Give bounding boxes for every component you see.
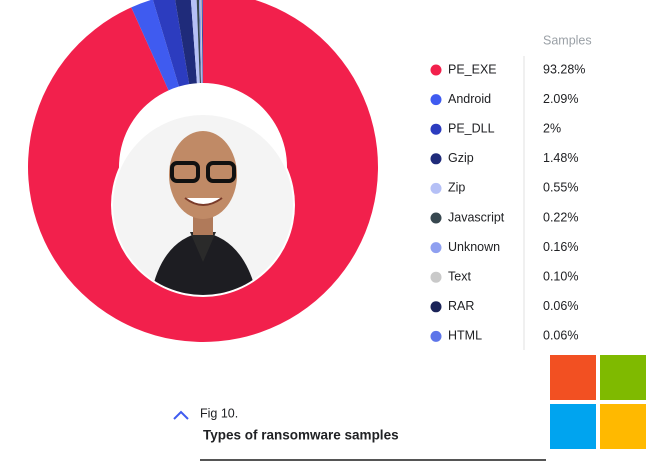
legend-label: Gzip	[448, 151, 474, 165]
legend-swatch	[430, 64, 442, 76]
legend-swatch	[430, 94, 442, 106]
legend-swatch	[430, 153, 442, 165]
legend-swatch	[430, 301, 442, 313]
column-header: Samples	[543, 33, 592, 47]
donut-slice	[28, 0, 378, 342]
legend: PE_EXE 93.28% Android 2.09% PE_DLL 2% Gzip 1.48…	[430, 62, 585, 343]
donut-slice	[175, 0, 197, 85]
value-label: 1.48%	[543, 151, 578, 165]
collapse-icon[interactable]	[173, 410, 189, 420]
legend-swatch	[430, 242, 442, 254]
value-label: 2.09%	[543, 92, 578, 106]
donut-slice	[131, 0, 179, 91]
legend-label: HTML	[448, 329, 482, 343]
donut-slice	[199, 0, 202, 84]
legend-swatch	[430, 271, 442, 283]
value-label: 0.55%	[543, 181, 578, 195]
microsoft-logo	[550, 355, 646, 449]
donut-slice	[200, 0, 203, 84]
value-label: 0.06%	[543, 329, 578, 343]
donut-slice	[152, 0, 190, 87]
donut-slice	[196, 0, 201, 84]
value-label: 93.28%	[543, 62, 585, 76]
legend-label: PE_DLL	[448, 121, 495, 135]
legend-label: RAR	[448, 299, 474, 313]
value-label: 0.22%	[543, 210, 578, 224]
donut-slice	[201, 0, 203, 84]
value-label: 0.10%	[543, 269, 578, 283]
legend-label: Zip	[448, 181, 465, 195]
legend-swatch	[430, 212, 442, 224]
legend-swatch	[430, 123, 442, 135]
legend-label: Text	[448, 269, 471, 283]
figure-caption: Types of ransomware samples	[203, 428, 399, 443]
legend-label: PE_EXE	[448, 62, 497, 76]
value-label: 0.06%	[543, 299, 578, 313]
figure-label: Fig 10.	[200, 406, 238, 420]
legend-label: Javascript	[448, 210, 505, 224]
legend-label: Android	[448, 92, 491, 106]
donut	[28, 0, 378, 342]
donut-slice	[202, 0, 203, 84]
value-label: 2%	[543, 121, 561, 135]
legend-swatch	[430, 182, 442, 194]
legend-swatch	[430, 330, 442, 342]
value-label: 0.16%	[543, 240, 578, 254]
donut-slice	[190, 0, 200, 84]
photo	[113, 115, 293, 295]
legend-label: Unknown	[448, 240, 500, 254]
